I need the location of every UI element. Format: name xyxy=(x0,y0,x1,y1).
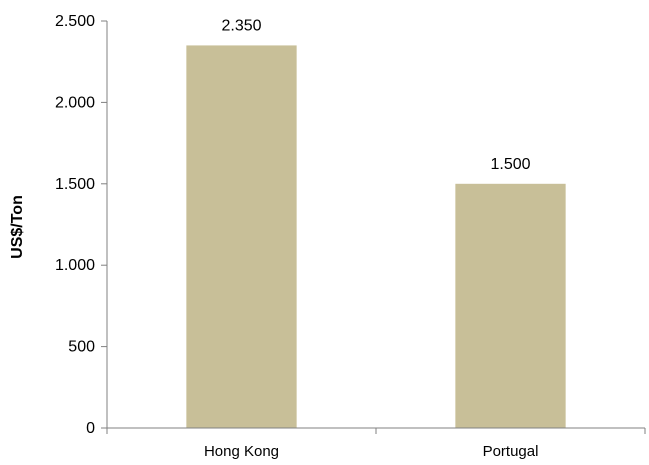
bar xyxy=(455,183,566,428)
y-axis-label: US$/Ton xyxy=(9,195,26,259)
y-tick-label: 2.500 xyxy=(55,13,95,30)
y-tick-label: 2.000 xyxy=(55,94,95,111)
y-axis-ticks: 0 500 1.000 1.500 2.000 2.500 xyxy=(55,13,107,437)
x-category-label: Hong Kong xyxy=(204,443,279,460)
y-tick-label: 500 xyxy=(68,339,95,356)
y-tick-label: 1.500 xyxy=(55,176,95,193)
x-axis-categories: Hong Kong Portugal xyxy=(106,428,646,460)
bar xyxy=(186,45,297,429)
data-label: 2.350 xyxy=(221,17,261,34)
x-category-label: Portugal xyxy=(483,443,539,460)
bars: 2.350 1.500 xyxy=(186,17,566,429)
data-label: 1.500 xyxy=(490,156,530,173)
y-tick-label: 0 xyxy=(86,420,95,437)
y-tick-label: 1.000 xyxy=(55,257,95,274)
